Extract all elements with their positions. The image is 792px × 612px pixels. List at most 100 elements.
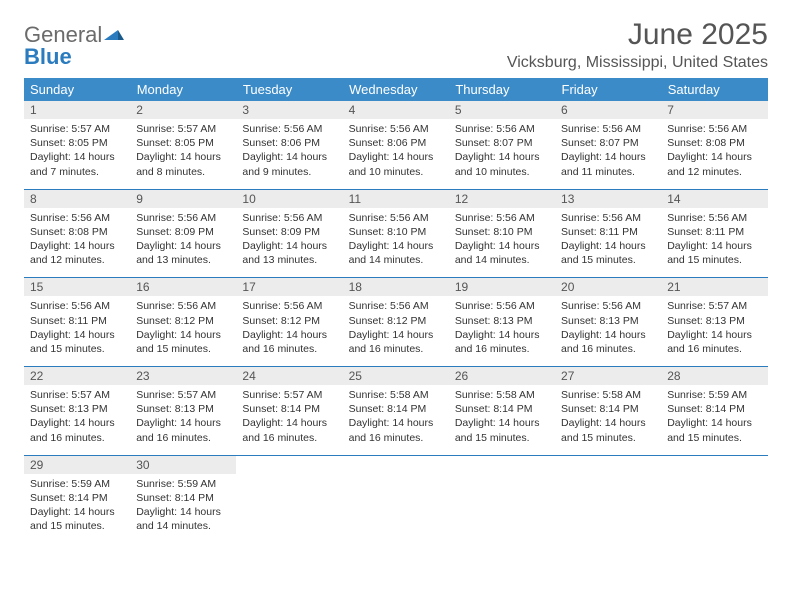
daylight-line: Daylight: 14 hours and 16 minutes. [455,328,549,356]
sunset-line: Sunset: 8:13 PM [455,314,549,328]
day-cell: 25Sunrise: 5:58 AMSunset: 8:14 PMDayligh… [343,367,449,455]
day-number: 12 [449,190,555,208]
sunset-line: Sunset: 8:13 PM [667,314,761,328]
sunrise-line: Sunrise: 5:56 AM [242,211,336,225]
day-header: Wednesday [343,78,449,101]
daylight-line: Daylight: 14 hours and 16 minutes. [667,328,761,356]
sunrise-line: Sunrise: 5:59 AM [667,388,761,402]
day-cell: 10Sunrise: 5:56 AMSunset: 8:09 PMDayligh… [236,190,342,278]
week-row: 29Sunrise: 5:59 AMSunset: 8:14 PMDayligh… [24,456,768,544]
sunset-line: Sunset: 8:12 PM [242,314,336,328]
day-cell: 30Sunrise: 5:59 AMSunset: 8:14 PMDayligh… [130,456,236,544]
day-cell [236,456,342,544]
day-details: Sunrise: 5:57 AMSunset: 8:05 PMDaylight:… [130,119,236,189]
daylight-line: Daylight: 14 hours and 14 minutes. [455,239,549,267]
day-number: 1 [24,101,130,119]
sunrise-line: Sunrise: 5:57 AM [30,388,124,402]
day-details: Sunrise: 5:59 AMSunset: 8:14 PMDaylight:… [130,474,236,544]
day-details: Sunrise: 5:58 AMSunset: 8:14 PMDaylight:… [343,385,449,455]
day-details: Sunrise: 5:56 AMSunset: 8:08 PMDaylight:… [24,208,130,278]
day-cell: 7 Sunrise: 5:56 AMSunset: 8:08 PMDaylight… [661,101,767,189]
day-header: Monday [130,78,236,101]
day-cell: 5Sunrise: 5:56 AMSunset: 8:07 PMDaylight… [449,101,555,189]
sunrise-line: Sunrise: 5:57 AM [667,299,761,313]
day-number: 7 [661,101,767,119]
sunset-line: Sunset: 8:08 PM [667,136,761,150]
day-details: Sunrise: 5:56 AMSunset: 8:10 PMDaylight:… [449,208,555,278]
day-number: 2 [130,101,236,119]
sunrise-line: Sunrise: 5:56 AM [349,211,443,225]
day-number: 17 [236,278,342,296]
daylight-line: Daylight: 14 hours and 14 minutes. [349,239,443,267]
daylight-line: Daylight: 14 hours and 16 minutes. [136,416,230,444]
day-cell [449,456,555,544]
day-cell [555,456,661,544]
day-number: 26 [449,367,555,385]
day-header: Tuesday [236,78,342,101]
day-cell: 22Sunrise: 5:57 AMSunset: 8:13 PMDayligh… [24,367,130,455]
day-number: 3 [236,101,342,119]
day-details: Sunrise: 5:56 AMSunset: 8:11 PMDaylight:… [24,296,130,366]
day-details: Sunrise: 5:56 AMSunset: 8:11 PMDaylight:… [661,208,767,278]
sunset-line: Sunset: 8:06 PM [242,136,336,150]
calendar-table: Sunday Monday Tuesday Wednesday Thursday… [24,78,768,543]
sunrise-line: Sunrise: 5:57 AM [30,122,124,136]
day-cell: 18Sunrise: 5:56 AMSunset: 8:12 PMDayligh… [343,278,449,366]
day-cell: 13Sunrise: 5:56 AMSunset: 8:11 PMDayligh… [555,190,661,278]
day-number: 24 [236,367,342,385]
day-details: Sunrise: 5:56 AMSunset: 8:11 PMDaylight:… [555,208,661,278]
day-details: Sunrise: 5:56 AMSunset: 8:07 PMDaylight:… [555,119,661,189]
sunrise-line: Sunrise: 5:56 AM [561,211,655,225]
day-details: Sunrise: 5:57 AMSunset: 8:13 PMDaylight:… [130,385,236,455]
day-details: Sunrise: 5:56 AMSunset: 8:06 PMDaylight:… [343,119,449,189]
sunset-line: Sunset: 8:07 PM [561,136,655,150]
day-header-row: Sunday Monday Tuesday Wednesday Thursday… [24,78,768,101]
sunset-line: Sunset: 8:07 PM [455,136,549,150]
day-details: Sunrise: 5:59 AMSunset: 8:14 PMDaylight:… [661,385,767,455]
sunset-line: Sunset: 8:12 PM [136,314,230,328]
daylight-line: Daylight: 14 hours and 15 minutes. [561,416,655,444]
sunset-line: Sunset: 8:14 PM [561,402,655,416]
day-number: 21 [661,278,767,296]
day-details: Sunrise: 5:56 AMSunset: 8:13 PMDaylight:… [449,296,555,366]
sunset-line: Sunset: 8:09 PM [242,225,336,239]
sunset-line: Sunset: 8:13 PM [561,314,655,328]
day-details: Sunrise: 5:56 AMSunset: 8:09 PMDaylight:… [236,208,342,278]
sunset-line: Sunset: 8:11 PM [667,225,761,239]
day-number: 9 [130,190,236,208]
sunrise-line: Sunrise: 5:56 AM [561,122,655,136]
sunset-line: Sunset: 8:06 PM [349,136,443,150]
sunrise-line: Sunrise: 5:56 AM [561,299,655,313]
sunrise-line: Sunrise: 5:57 AM [242,388,336,402]
day-cell: 11Sunrise: 5:56 AMSunset: 8:10 PMDayligh… [343,190,449,278]
daylight-line: Daylight: 14 hours and 13 minutes. [136,239,230,267]
day-number: 14 [661,190,767,208]
day-number: 16 [130,278,236,296]
week-row: 8Sunrise: 5:56 AMSunset: 8:08 PMDaylight… [24,190,768,278]
sunset-line: Sunset: 8:12 PM [349,314,443,328]
day-details: Sunrise: 5:57 AMSunset: 8:14 PMDaylight:… [236,385,342,455]
daylight-line: Daylight: 14 hours and 15 minutes. [667,239,761,267]
sunrise-line: Sunrise: 5:56 AM [667,122,761,136]
daylight-line: Daylight: 14 hours and 15 minutes. [455,416,549,444]
sunset-line: Sunset: 8:11 PM [561,225,655,239]
daylight-line: Daylight: 14 hours and 9 minutes. [242,150,336,178]
daylight-line: Daylight: 14 hours and 15 minutes. [30,505,124,533]
day-details: Sunrise: 5:58 AMSunset: 8:14 PMDaylight:… [449,385,555,455]
daylight-line: Daylight: 14 hours and 12 minutes. [30,239,124,267]
location: Vicksburg, Mississippi, United States [507,54,768,72]
day-details: Sunrise: 5:56 AMSunset: 8:13 PMDaylight:… [555,296,661,366]
day-details: Sunrise: 5:57 AMSunset: 8:13 PMDaylight:… [24,385,130,455]
day-header: Thursday [449,78,555,101]
sunrise-line: Sunrise: 5:58 AM [455,388,549,402]
logo-text-blue: Blue [24,44,72,69]
daylight-line: Daylight: 14 hours and 12 minutes. [667,150,761,178]
sunrise-line: Sunrise: 5:56 AM [136,299,230,313]
daylight-line: Daylight: 14 hours and 16 minutes. [349,328,443,356]
day-number: 15 [24,278,130,296]
day-cell: 3Sunrise: 5:56 AMSunset: 8:06 PMDaylight… [236,101,342,189]
sunset-line: Sunset: 8:14 PM [667,402,761,416]
day-number: 27 [555,367,661,385]
day-details: Sunrise: 5:59 AMSunset: 8:14 PMDaylight:… [24,474,130,544]
daylight-line: Daylight: 14 hours and 11 minutes. [561,150,655,178]
